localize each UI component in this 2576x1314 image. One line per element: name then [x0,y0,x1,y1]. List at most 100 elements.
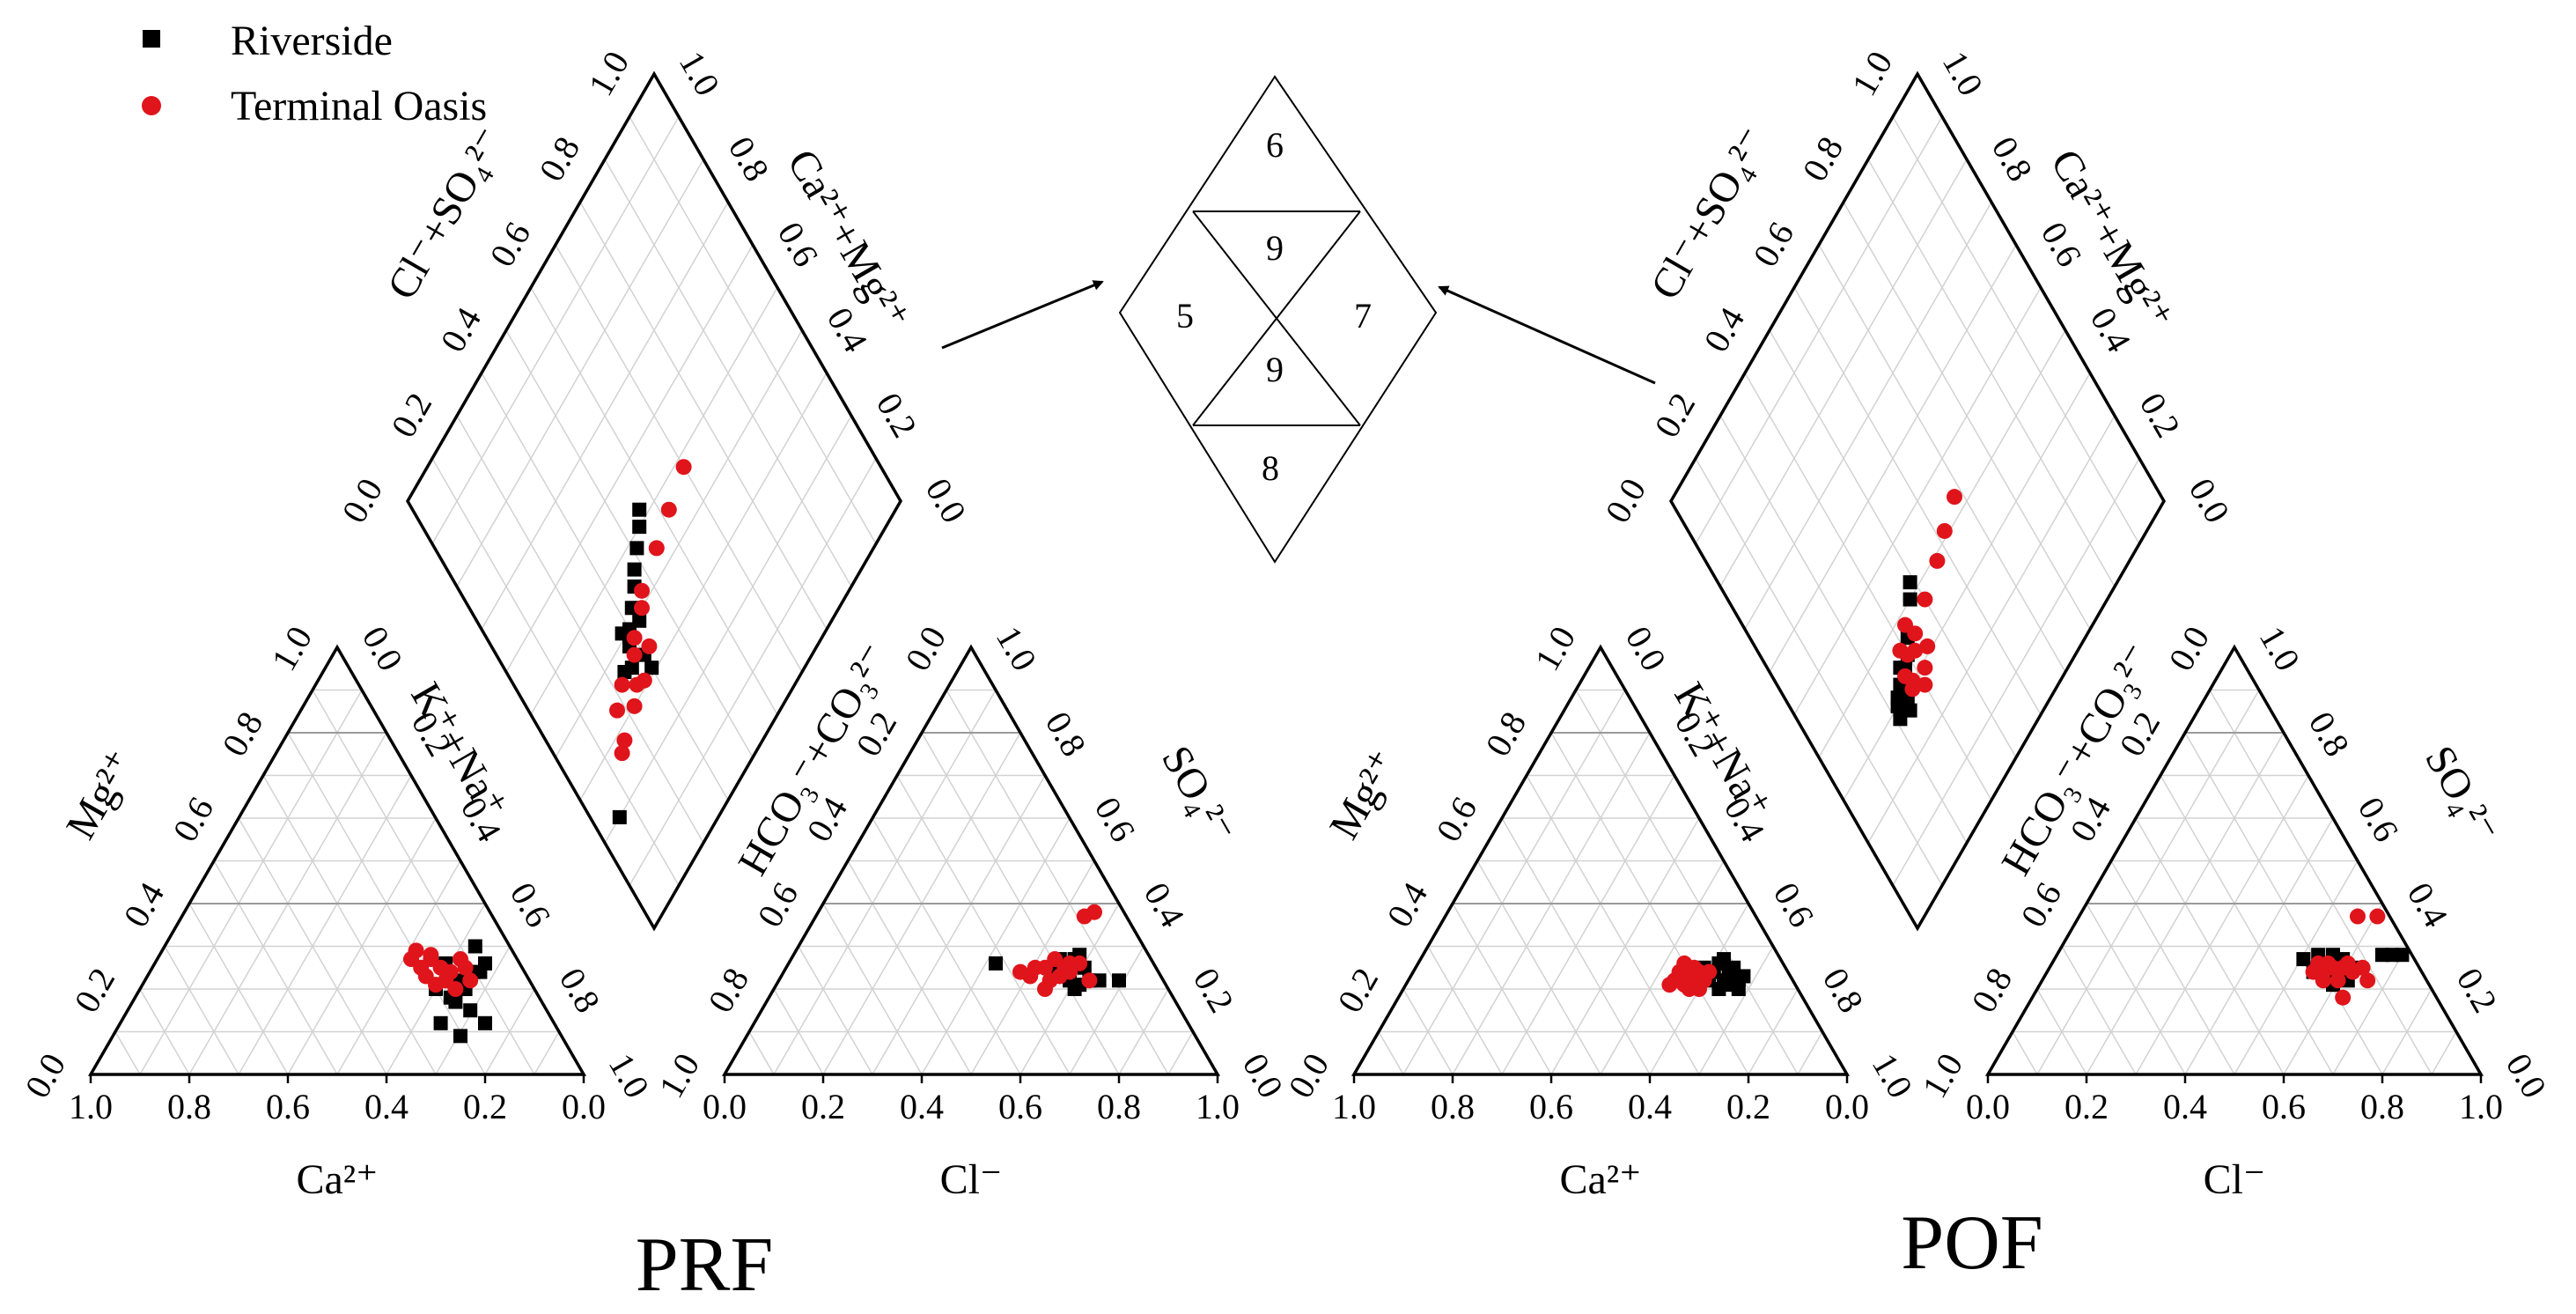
pof-diamond-right-tick-label-0: 0.0 [2182,471,2238,529]
legend-marker-terminal-oasis [142,96,161,115]
zone-label-8: 8 [1262,448,1279,488]
zone-divider-diag-b [1192,210,1361,426]
prf-cation-left-tick-label-5: 1.0 [263,619,320,677]
prf-anion-left-tick-label-0: 1.0 [651,1046,707,1104]
pof-anion-frame [1984,644,2484,1076]
pof-cation-left-tick-label-2: 0.4 [1379,875,1435,934]
prf-cation-right-tick-label-0: 1.0 [601,1046,658,1104]
prf-diamond-grid-a-7 [481,202,729,630]
prf-cation-point-terminal-oasis-9 [447,981,464,998]
prf-anion-point-riverside-12 [1112,973,1126,988]
prf-cation-left-tick-label-4: 0.8 [214,705,270,763]
prf-diamond-point-terminal-oasis-13 [609,702,625,719]
pof-diamond-grid-a-7 [1744,202,1992,630]
prf-diamond-point-riverside-7 [629,541,644,556]
pof-cation-right-tick-label-2: 0.6 [1766,875,1822,934]
pof-cation-right-tick-label-5: 0.0 [1618,619,1674,677]
pof-diamond-left-tick-label-1: 0.2 [1646,386,1703,444]
prf-diamond-point-riverside-6 [627,562,642,577]
pof-anion-grid-l-5 [2234,860,2359,1075]
prf-cation-grid-r-7 [262,775,437,1075]
prf-cation-frame [87,644,587,1076]
arrow-right [1438,285,1656,385]
prf-anion-grid-r-4 [822,903,923,1075]
prf-cation-bottom-tick-label-5: 0.0 [562,1087,606,1126]
pof-anion-right-tick-label-0: 0.0 [2499,1046,2555,1104]
pof-cation-grid-l-9 [1797,1031,1823,1075]
prf-diamond-grid-b-6 [555,244,803,673]
prf-anion-bottom-tick-label-4: 0.8 [1097,1087,1141,1126]
prf-cation-right-tick-label-5: 0.0 [355,619,411,677]
prf-anion-grid-r-7 [896,775,1071,1075]
prf-diamond-point-terminal-oasis-11 [616,732,633,749]
pof-diamond-grid-b-6 [1818,244,2066,673]
pof-cation-point-riverside-13 [1717,952,1731,967]
pof-cation-grid-l-7 [1698,946,1774,1075]
pof-anion-point-terminal-oasis-10 [2350,908,2366,925]
prf-anion-grid-r-2 [773,988,824,1075]
prf-diamond-point-terminal-oasis-0 [626,698,643,714]
pof-diamond-point-terminal-oasis-6 [1929,552,1946,569]
prf-diamond-point-riverside-10 [612,809,627,824]
pof-cation-grid-r-9 [1575,690,1799,1075]
prf-grid [114,116,1194,1075]
prf-points [403,459,1126,1044]
prf-cation-point-riverside-8 [473,964,488,979]
pof-cation-right-tick-label-0: 1.0 [1865,1046,1921,1104]
pof-anion-right-tick-label-5: 1.0 [2252,619,2308,677]
prf-anion-grid-r-9 [946,690,1169,1075]
pof-anion-right-tick-label-4: 0.8 [2301,705,2358,763]
pof-cation-point-terminal-oasis-10 [1661,977,1678,993]
prf-diamond-point-terminal-oasis-7 [648,540,665,557]
prf-cation-bottom-tick-label-1: 0.8 [167,1087,211,1126]
prf-diamond-point-riverside-8 [632,520,647,535]
pof-cation-grid-l-3 [1501,775,1675,1075]
legend: Riverside Terminal Oasis [142,18,487,129]
pof-cation-grid-r-2 [1402,988,1454,1075]
pof-cation-xlabel: Ca²⁺ [1559,1156,1641,1203]
prf-diamond-point-terminal-oasis-2 [641,638,658,654]
pof-diamond-point-riverside-9 [1903,592,1917,607]
prf-diamond-left-tick-label-0: 0.0 [334,471,390,529]
pof-anion-grid-r-1 [2012,1031,2038,1075]
pof-cation-grid-r-7 [1526,775,1700,1075]
pof-anion-grid-r-6 [2135,817,2285,1075]
prf-diamond-right-tick-label-5: 1.0 [672,44,728,102]
pof-diamond-upper-left-label: Cl⁻+SO₄²⁻ [1642,120,1777,307]
prf-diamond-grid-a-6 [505,244,754,673]
pof-anion-grid-l-7 [2332,946,2408,1075]
prf-cation-grid-r-1 [114,1031,141,1075]
pof-diamond-frame [1668,70,2167,932]
prf-anion-grid-r-1 [748,1031,775,1075]
pof-diamond-grid-a-6 [1769,244,2017,673]
pof-diamond-right-tick-label-1: 0.2 [2132,386,2189,444]
pof-diamond-point-terminal-oasis-1 [1917,660,1933,676]
prf-anion-right-tick-label-1: 0.2 [1186,961,1242,1019]
pof-anion-right-tick-label-1: 0.2 [2449,961,2506,1019]
prf-anion-left-tick-label-2: 0.6 [749,875,806,934]
prf-cation-grid-r-5 [213,860,338,1075]
pof-cation-point-riverside-12 [1726,973,1741,988]
zone-diagram: 6 9 5 7 9 8 [941,75,1656,564]
pof-diamond-point-terminal-oasis-0 [1917,676,1933,693]
prf-diamond-grid-a-9 [431,116,680,544]
pof-anion-point-riverside-0 [2296,952,2311,967]
pof-cation-bottom-tick-label-5: 0.0 [1825,1087,1869,1126]
prf-cation-bottom-tick-label-4: 0.2 [463,1087,507,1126]
prf-diamond-left-tick-label-1: 0.2 [383,386,439,444]
pof-anion-point-terminal-oasis-14 [2315,972,2331,989]
pof-diamond-grid-a-9 [1695,116,1943,544]
pof-diamond-point-terminal-oasis-13 [1892,642,1909,659]
pof-diamond-point-riverside-12 [1890,690,1905,705]
prf-cation-right-tick-label-2: 0.6 [503,875,559,934]
prf-cation-point-terminal-oasis-12 [462,972,479,989]
prf-anion-left-tick-label-5: 0.0 [897,619,953,677]
plot-pof: 1.00.0 1.00.80.2 0.80.60.4 0.60.40.6 0.40.20… [1280,44,2554,1286]
prf-diamond-point-terminal-oasis-8 [660,501,677,518]
prf-diamond-point-terminal-oasis-10 [636,672,652,689]
pof-cation-left-tick-label-0: 0.0 [1280,1046,1336,1104]
prf-diamond-left-tick-label-4: 0.8 [531,129,587,188]
pof-anion-point-terminal-oasis-5 [2329,972,2346,989]
pof-anion-point-terminal-oasis-13 [2359,972,2376,989]
prf-cation-grid-l-9 [534,1031,560,1075]
